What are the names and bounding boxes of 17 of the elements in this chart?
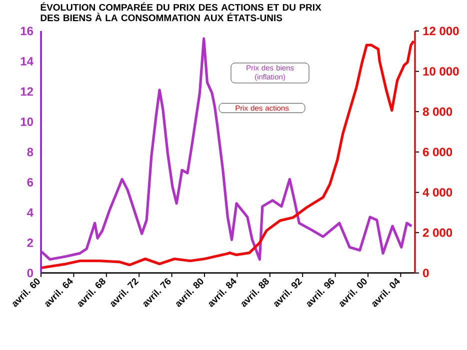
y-tick-label: 6	[27, 178, 34, 186]
chart-title: ÉVOLUTION COMPARÉE DU PRIX DES ACTIONS ET DU PRIX DES BIENS À LA CONSOMMATION AUX ÉTATS-UNIS	[40, 2, 322, 22]
y-tick-label: 4	[26, 208, 34, 217]
y-tick-label: 0	[27, 268, 33, 278]
y-tick-label: 2	[27, 238, 33, 247]
y2-tick-label: 2 000	[422, 228, 452, 237]
y2-tick-label: 6 000	[422, 148, 452, 156]
y-tick-label: 8	[27, 148, 34, 156]
y2-tick-label: 8 000	[422, 107, 452, 116]
y2-tick-label: 12 000	[423, 26, 459, 36]
y2-tick-label: 0	[423, 268, 429, 278]
y-tick-label: 16	[20, 26, 34, 36]
y2-tick-label: 4 000	[422, 188, 452, 197]
y-tick-label: 12	[20, 87, 33, 96]
y2-tick-label: 10 000	[423, 67, 459, 76]
y-tick-label: 10	[20, 118, 33, 126]
y-tick-label: 14	[20, 57, 34, 66]
